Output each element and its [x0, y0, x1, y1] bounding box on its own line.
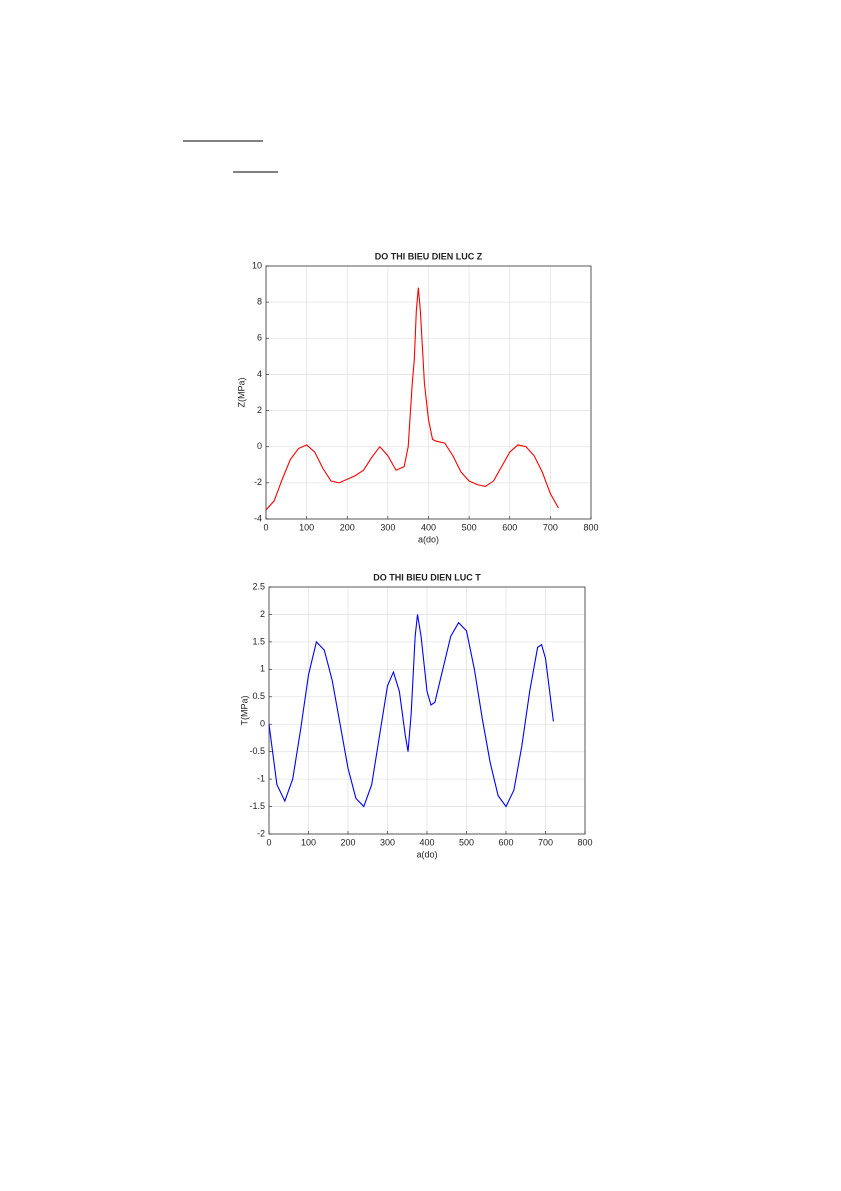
y-tick-label: 0: [257, 441, 262, 451]
x-tick-label: 600: [502, 522, 517, 532]
x-tick-label: 800: [583, 522, 598, 532]
x-axis-label: a(do): [418, 534, 439, 544]
y-tick-label: 4: [257, 369, 262, 379]
x-tick-label: 500: [462, 522, 477, 532]
x-axis-label: a(do): [416, 849, 437, 859]
y-tick-label: 6: [257, 333, 262, 343]
y-tick-label: 2.5: [252, 581, 265, 591]
y-tick-label: -2: [257, 828, 265, 838]
y-tick-label: 1.5: [252, 636, 265, 646]
x-tick-label: 400: [419, 837, 434, 847]
x-tick-label: 600: [498, 837, 513, 847]
y-tick-label: 10: [252, 260, 262, 270]
y-tick-label: 8: [257, 297, 262, 307]
y-tick-label: -2: [254, 477, 262, 487]
x-tick-label: 500: [459, 837, 474, 847]
chart: 0 100 200 300 400 500 600 700 800 -4 -2 0 2 4 6 8 10 DO T…: [236, 251, 598, 544]
axes-box: [268, 586, 586, 835]
data-line: [265, 287, 559, 511]
axes-box: [265, 265, 592, 520]
y-tick-label: -1.5: [249, 801, 265, 811]
chart-title: DO THI BIEU DIEN LUC Z: [375, 251, 483, 261]
y-tick-label: -4: [254, 513, 262, 523]
y-tick-label: -0.5: [249, 746, 265, 756]
x-tick-label: 700: [543, 522, 558, 532]
y-tick-label: 0.5: [252, 691, 265, 701]
x-tick-label: 100: [299, 522, 314, 532]
x-tick-label: 800: [577, 837, 592, 847]
x-tick-label: 0: [263, 522, 268, 532]
chart-title: DO THI BIEU DIEN LUC T: [373, 572, 481, 582]
x-tick-label: 200: [340, 522, 355, 532]
x-tick-label: 400: [421, 522, 436, 532]
x-tick-label: 200: [340, 837, 355, 847]
y-tick-label: -1: [257, 773, 265, 783]
x-tick-label: 0: [266, 837, 271, 847]
y-tick-label: 0: [260, 719, 265, 729]
x-tick-label: 300: [380, 837, 395, 847]
x-tick-label: 700: [538, 837, 553, 847]
y-tick-label: 2: [260, 609, 265, 619]
x-tick-label: 100: [301, 837, 316, 847]
y-tick-label: 1: [260, 664, 265, 674]
y-tick-label: 2: [257, 405, 262, 415]
y-axis-label: T(MPa): [239, 696, 249, 726]
data-line: [268, 614, 554, 808]
chart: 0 100 200 300 400 500 600 700 800 -2 -1.5 -1 -0.5 0 0.…: [239, 572, 592, 859]
x-tick-label: 300: [380, 522, 395, 532]
y-axis-label: Z(MPa): [236, 378, 246, 408]
